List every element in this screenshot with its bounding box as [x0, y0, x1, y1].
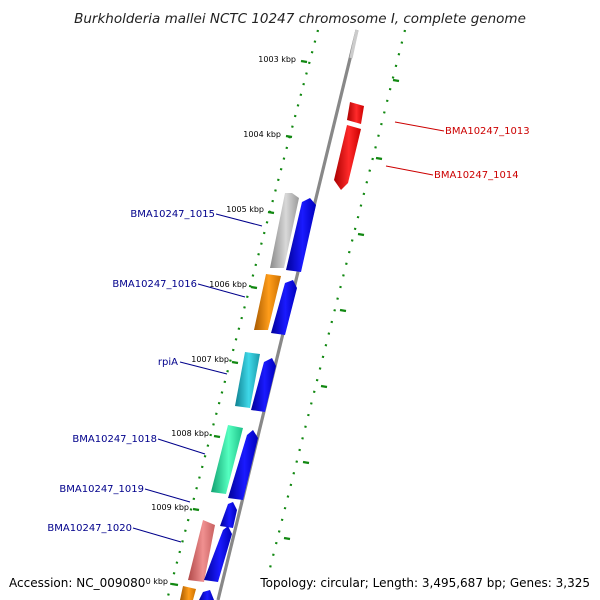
tick-label: 1005 kbp — [226, 205, 264, 214]
footer-accession-bg — [6, 573, 146, 591]
cds-arrow[interactable] — [286, 198, 316, 272]
gene-label[interactable]: BMA10247_1014 — [434, 170, 519, 181]
gene-label[interactable]: BMA10247_1020 — [47, 523, 132, 534]
tick-label: 1004 kbp — [243, 130, 281, 139]
tick-mark — [283, 536, 291, 541]
accession-text: Accession: NC_009080 — [9, 576, 145, 590]
cds-arrow[interactable] — [199, 590, 214, 600]
tick-mark — [302, 460, 310, 465]
cds-arrow[interactable] — [251, 358, 276, 412]
tick-mark — [231, 360, 239, 365]
tick-label: 1003 kbp — [258, 55, 296, 64]
gene-arrow-rpia[interactable] — [235, 352, 260, 408]
gene-label[interactable]: BMA10247_1013 — [445, 126, 530, 137]
tick-mark — [267, 210, 275, 215]
genome-backbone-highlight — [349, 29, 359, 59]
ruler-track-outer — [260, 29, 407, 600]
leader-line — [197, 283, 246, 298]
tick-mark — [339, 308, 347, 313]
gene-arrow-orange-bottom[interactable] — [180, 586, 196, 600]
gene-arrow-bma10247-1014[interactable] — [334, 125, 361, 190]
gene-arrow-bma10247-1015[interactable] — [270, 193, 299, 268]
tick-mark — [375, 156, 383, 161]
leader-line — [132, 527, 182, 543]
genome-summary-text: Topology: circular; Length: 3,495,687 bp… — [259, 576, 590, 590]
leader-line — [179, 361, 228, 375]
outer-tick-marks — [283, 78, 400, 541]
tick-label: 1009 kbp — [151, 503, 189, 512]
leader-line — [385, 165, 434, 176]
tick-mark — [392, 78, 400, 83]
map-title: Burkholderia mallei NCTC 10247 chromosom… — [74, 11, 526, 27]
cds-arrow[interactable] — [271, 280, 297, 335]
tick-mark — [213, 434, 221, 439]
gene-label[interactable]: BMA10247_1018 — [72, 434, 157, 445]
gene-arrow-bma10247-1020[interactable] — [188, 520, 215, 582]
tick-mark — [192, 507, 200, 512]
leader-line — [215, 213, 263, 227]
tick-mark — [300, 59, 308, 64]
tick-marks — [171, 59, 308, 587]
tick-mark — [285, 134, 293, 139]
leader-line — [157, 438, 206, 455]
tick-mark — [250, 285, 258, 290]
gene-arrow-bma10247-1013[interactable] — [347, 102, 364, 124]
leader-line — [144, 488, 191, 503]
gene-label[interactable]: BMA10247_1019 — [59, 484, 144, 495]
cds-arrow[interactable] — [204, 526, 232, 582]
cds-arrow[interactable] — [228, 430, 258, 500]
gene-label[interactable]: BMA10247_1016 — [112, 279, 197, 290]
leader-line — [394, 121, 445, 132]
tick-mark — [357, 232, 365, 237]
gene-label[interactable]: rpiA — [158, 357, 178, 368]
tick-mark — [320, 384, 328, 389]
tick-label: 1006 kbp — [209, 280, 247, 289]
gene-arrow-bma10247-1018[interactable] — [211, 425, 243, 494]
gene-arrow-bma10247-1016[interactable] — [254, 274, 281, 330]
tick-label: 1010 kbp — [130, 577, 168, 586]
tick-label: 1007 kbp — [191, 355, 229, 364]
tick-mark — [171, 582, 179, 587]
gene-label[interactable]: BMA10247_1015 — [130, 209, 215, 220]
cds-arrow-bma10247-1019[interactable] — [220, 502, 237, 528]
footer-summary-bg — [258, 573, 594, 591]
ruler-track-inner — [165, 29, 320, 600]
tick-label: 1008 kbp — [171, 429, 209, 438]
